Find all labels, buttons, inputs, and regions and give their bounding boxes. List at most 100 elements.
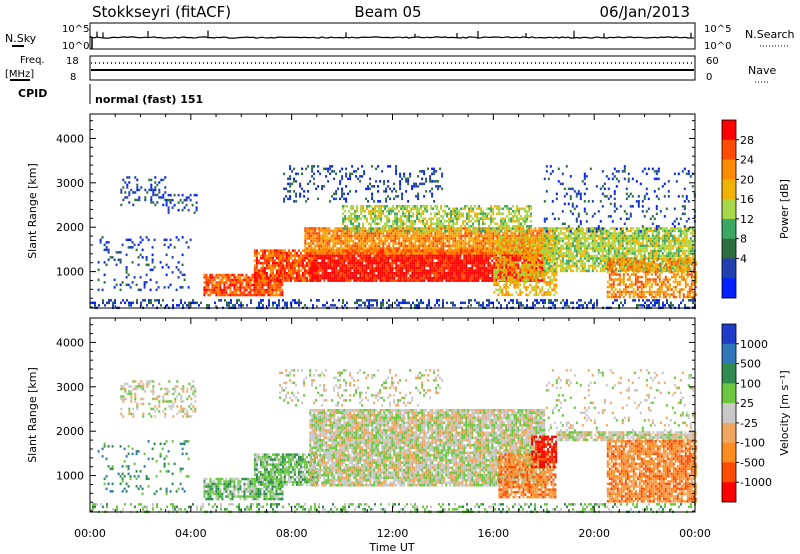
power-cell xyxy=(456,229,459,233)
power-cell xyxy=(269,283,272,287)
power-cell xyxy=(375,269,378,272)
power-cell xyxy=(295,276,298,280)
power-cell xyxy=(255,271,258,275)
power-cell xyxy=(323,276,326,280)
power-cell xyxy=(365,261,368,265)
power-cell xyxy=(436,244,439,248)
power-cell xyxy=(297,279,300,282)
power-cell xyxy=(239,286,242,289)
power-cell xyxy=(375,276,378,280)
power-cell xyxy=(342,249,345,253)
power-cell xyxy=(345,167,348,171)
power-cell xyxy=(269,276,272,280)
power-cell xyxy=(407,271,410,275)
power-cell xyxy=(229,288,232,292)
power-cell xyxy=(426,247,429,250)
power-cell xyxy=(188,301,190,305)
power-cell xyxy=(297,172,300,176)
power-cell xyxy=(356,215,359,218)
power-cell xyxy=(317,165,320,168)
power-cell xyxy=(306,249,309,253)
power-cell xyxy=(501,293,504,297)
power-cell xyxy=(154,193,157,197)
power-cell xyxy=(195,193,198,197)
power-cell xyxy=(456,252,459,255)
power-cell xyxy=(320,252,323,255)
power-cell xyxy=(478,212,481,215)
power-cell xyxy=(366,232,369,235)
power-cell xyxy=(401,271,404,275)
power-cell xyxy=(496,237,499,240)
power-cell xyxy=(441,276,444,280)
power-cell xyxy=(505,266,508,270)
power-cell xyxy=(400,232,403,235)
power-cell xyxy=(506,215,509,218)
power-cell xyxy=(162,299,164,302)
power-cell xyxy=(422,252,425,255)
power-cell xyxy=(417,192,420,196)
power-cell xyxy=(151,261,154,264)
power-cell xyxy=(458,230,461,233)
power-cell xyxy=(293,279,296,282)
power-cell xyxy=(326,247,329,250)
power-cell xyxy=(472,252,475,255)
power-cell xyxy=(342,212,345,215)
power-cell xyxy=(348,237,351,240)
power-cell xyxy=(521,276,524,280)
power-cell xyxy=(348,239,351,243)
power-cell xyxy=(277,264,280,267)
power-cell xyxy=(177,208,180,212)
power-cell xyxy=(350,247,353,250)
power-cell xyxy=(371,274,374,277)
power-cell xyxy=(406,207,409,210)
power-cell xyxy=(183,206,186,209)
power-cell xyxy=(349,256,352,260)
power-cell xyxy=(213,291,216,294)
power-cell xyxy=(380,232,383,235)
power-cell xyxy=(209,273,212,277)
power-cell xyxy=(225,286,228,289)
power-cell xyxy=(160,304,162,307)
power-cell xyxy=(406,244,409,248)
power-cell xyxy=(289,256,292,260)
power-cell xyxy=(530,232,533,235)
power-cell xyxy=(285,276,288,280)
power-cell xyxy=(415,195,418,198)
power-cell xyxy=(326,234,329,238)
power-cell xyxy=(316,234,319,238)
power-cell xyxy=(426,252,429,255)
power-cell xyxy=(465,271,468,275)
power-cell xyxy=(391,259,394,262)
power-cell xyxy=(368,239,371,243)
power-cell xyxy=(395,266,398,270)
power-cell xyxy=(516,299,518,302)
power-cell xyxy=(420,249,423,253)
power-cell xyxy=(350,249,353,253)
power-cell xyxy=(150,196,153,199)
power-cell xyxy=(501,276,504,279)
power-cell xyxy=(404,239,407,243)
power-cell xyxy=(391,256,394,260)
power-cell xyxy=(397,264,400,267)
power-cell xyxy=(370,215,373,218)
power-cell xyxy=(488,301,490,305)
power-cell xyxy=(377,256,380,260)
power-cell xyxy=(666,301,668,305)
power-cell xyxy=(265,266,268,270)
power-cell xyxy=(404,244,407,248)
power-cell xyxy=(356,249,359,253)
power-cell xyxy=(412,212,415,215)
power-cell xyxy=(115,263,118,267)
power-cell xyxy=(431,167,434,171)
power-cell xyxy=(495,271,498,274)
power-cell xyxy=(400,249,403,253)
power-cell xyxy=(203,293,206,297)
power-cell xyxy=(304,237,307,240)
power-cell xyxy=(458,210,461,213)
power-cell xyxy=(378,212,381,215)
power-cell xyxy=(423,266,426,270)
power-cell xyxy=(144,299,146,302)
power-cell xyxy=(488,234,491,238)
power-cell xyxy=(421,177,424,181)
power-cell xyxy=(380,230,383,233)
